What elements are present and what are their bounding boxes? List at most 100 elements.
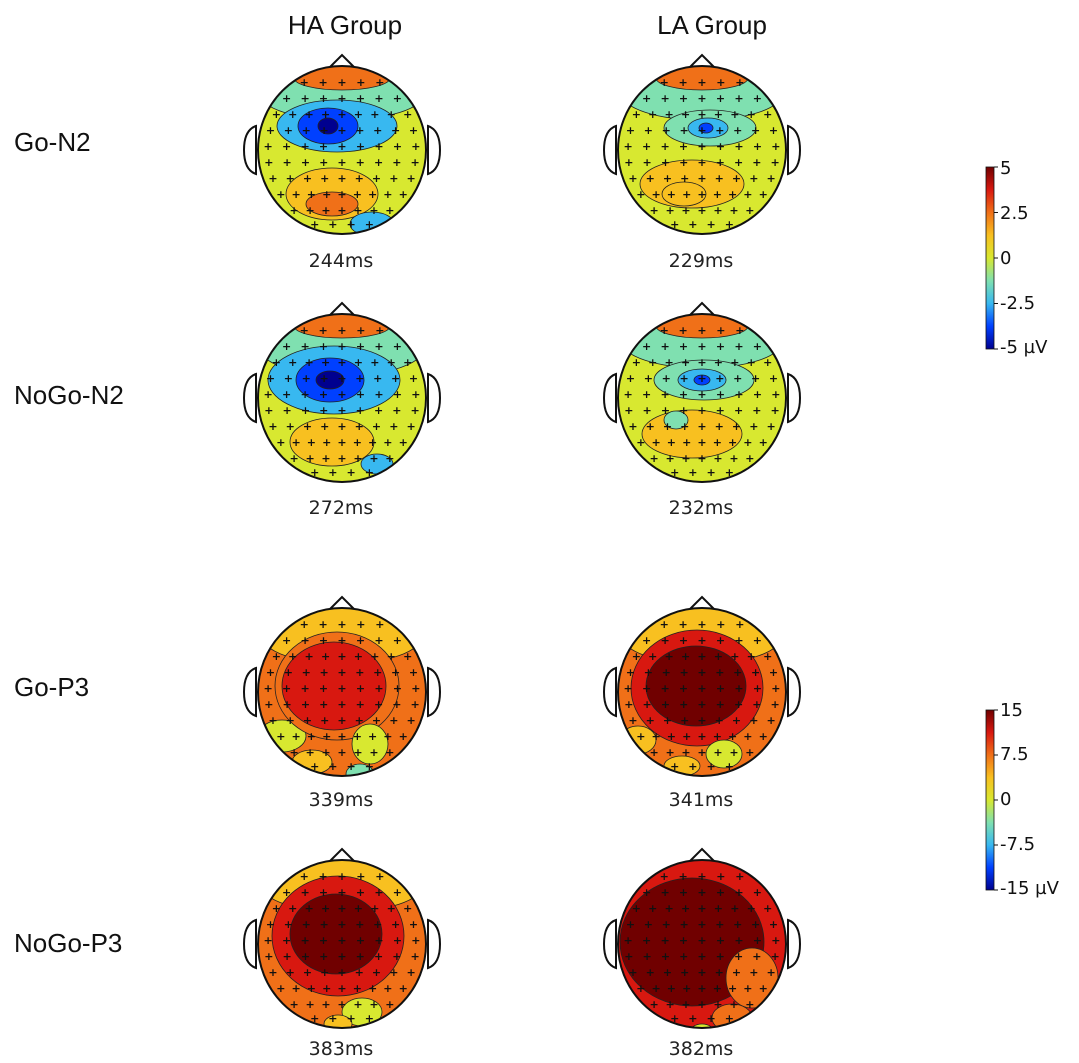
electrode-marker: + bbox=[310, 760, 319, 773]
electrode-marker: + bbox=[375, 618, 384, 631]
electrode-marker: + bbox=[268, 714, 277, 727]
electrode-marker: + bbox=[665, 746, 674, 759]
electrode-marker: + bbox=[665, 650, 674, 663]
row-label-go-p3: Go-P3 bbox=[14, 672, 90, 702]
electrode-marker: + bbox=[697, 420, 706, 433]
electrode-marker: + bbox=[665, 452, 674, 465]
electrode-marker: + bbox=[337, 746, 346, 759]
right-ear-outline bbox=[787, 124, 802, 176]
electrode-marker: + bbox=[372, 966, 381, 979]
electrode-marker: + bbox=[337, 998, 346, 1011]
electrode-marker: + bbox=[716, 698, 725, 711]
electrode-marker: + bbox=[670, 466, 679, 479]
electrode-marker: + bbox=[769, 124, 778, 137]
electrode-marker: + bbox=[643, 156, 652, 169]
time-label-nogo-p3-la: 382ms bbox=[668, 1038, 734, 1060]
left-ear-outline bbox=[602, 372, 617, 424]
electrode-marker: + bbox=[681, 204, 690, 217]
electrode-marker: + bbox=[263, 934, 272, 947]
electrode-marker: + bbox=[387, 108, 396, 121]
electrode-marker: + bbox=[356, 934, 365, 947]
electrode-marker: + bbox=[283, 698, 292, 711]
potential-region bbox=[645, 645, 747, 727]
electrode-marker: + bbox=[310, 218, 319, 231]
electrode-marker: + bbox=[715, 666, 724, 679]
potential-region bbox=[741, 1024, 763, 1028]
electrode-marker: + bbox=[714, 650, 723, 663]
electrode-marker: + bbox=[734, 682, 743, 695]
electrode-marker: + bbox=[289, 452, 298, 465]
electrode-marker: + bbox=[305, 108, 314, 121]
electrode-marker: + bbox=[356, 618, 365, 631]
electrode-marker: + bbox=[302, 666, 311, 679]
electrode-marker: + bbox=[665, 902, 674, 915]
electrode-marker: + bbox=[365, 1012, 374, 1025]
electrode-marker: + bbox=[713, 998, 722, 1011]
right-ear-outline bbox=[787, 918, 802, 970]
electrode-marker: + bbox=[728, 188, 737, 201]
electrode-marker: + bbox=[409, 124, 418, 137]
electrode-marker: + bbox=[734, 140, 743, 153]
electrode-marker: + bbox=[651, 730, 660, 743]
electrode-marker: + bbox=[680, 124, 689, 137]
electrode-marker: + bbox=[368, 436, 377, 449]
electrode-marker: + bbox=[337, 452, 346, 465]
electrode-marker: + bbox=[374, 886, 383, 899]
electrode-marker: + bbox=[303, 172, 312, 185]
electrode-marker: + bbox=[706, 466, 715, 479]
electrode-marker: + bbox=[375, 870, 384, 883]
electrode-marker: + bbox=[365, 218, 374, 231]
electrode-marker: + bbox=[368, 730, 377, 743]
electrode-marker: + bbox=[763, 356, 772, 369]
electrode-marker: + bbox=[337, 698, 346, 711]
electrode-marker: + bbox=[356, 634, 365, 647]
electrode-marker: + bbox=[282, 682, 291, 695]
electrode-marker: + bbox=[697, 934, 706, 947]
electrode-marker: + bbox=[337, 204, 346, 217]
electrode-marker: + bbox=[356, 324, 365, 337]
electrode-marker: + bbox=[276, 982, 285, 995]
electrode-marker: + bbox=[356, 886, 365, 899]
colorbar-n2 bbox=[985, 166, 998, 350]
potential-region bbox=[705, 739, 743, 769]
electrode-marker: + bbox=[678, 76, 687, 89]
electrode-marker: + bbox=[628, 714, 637, 727]
electrode-marker: + bbox=[728, 730, 737, 743]
electrode-marker: + bbox=[391, 124, 400, 137]
electrode-marker: + bbox=[747, 650, 756, 663]
electrode-marker: + bbox=[725, 760, 734, 773]
electrode-marker: + bbox=[319, 388, 328, 401]
electrode-marker: + bbox=[680, 420, 689, 433]
electrode-marker: + bbox=[301, 698, 310, 711]
electrode-marker: + bbox=[337, 634, 346, 647]
electrode-marker: + bbox=[291, 188, 300, 201]
electrode-marker: + bbox=[300, 340, 309, 353]
electrode-marker: + bbox=[661, 950, 670, 963]
electrode-marker: + bbox=[759, 730, 768, 743]
electrode-marker: + bbox=[628, 420, 637, 433]
electrode-marker: + bbox=[374, 934, 383, 947]
electrode-marker: + bbox=[681, 108, 690, 121]
electrode-marker: + bbox=[749, 714, 758, 727]
electrode-marker: + bbox=[307, 188, 316, 201]
electrode-marker: + bbox=[661, 404, 670, 417]
electrode-marker: + bbox=[713, 746, 722, 759]
electrode-marker: + bbox=[337, 902, 346, 915]
electrode-marker: + bbox=[646, 966, 655, 979]
electrode-marker: + bbox=[328, 1012, 337, 1025]
electrode-marker: + bbox=[282, 340, 291, 353]
electrode-marker: + bbox=[682, 436, 691, 449]
potential-region bbox=[281, 641, 387, 731]
electrode-marker: + bbox=[356, 76, 365, 89]
electrode-marker: + bbox=[319, 682, 328, 695]
electrode-marker: + bbox=[318, 618, 327, 631]
electrode-marker: + bbox=[730, 356, 739, 369]
electrode-marker: + bbox=[393, 886, 402, 899]
electrode-marker: + bbox=[747, 902, 756, 915]
electrode-marker: + bbox=[766, 420, 775, 433]
electrode-marker: + bbox=[663, 420, 672, 433]
electrode-marker: + bbox=[716, 388, 725, 401]
time-label-nogo-n2-la: 232ms bbox=[668, 497, 734, 519]
electrode-marker: + bbox=[354, 356, 363, 369]
electrode-marker: + bbox=[730, 902, 739, 915]
